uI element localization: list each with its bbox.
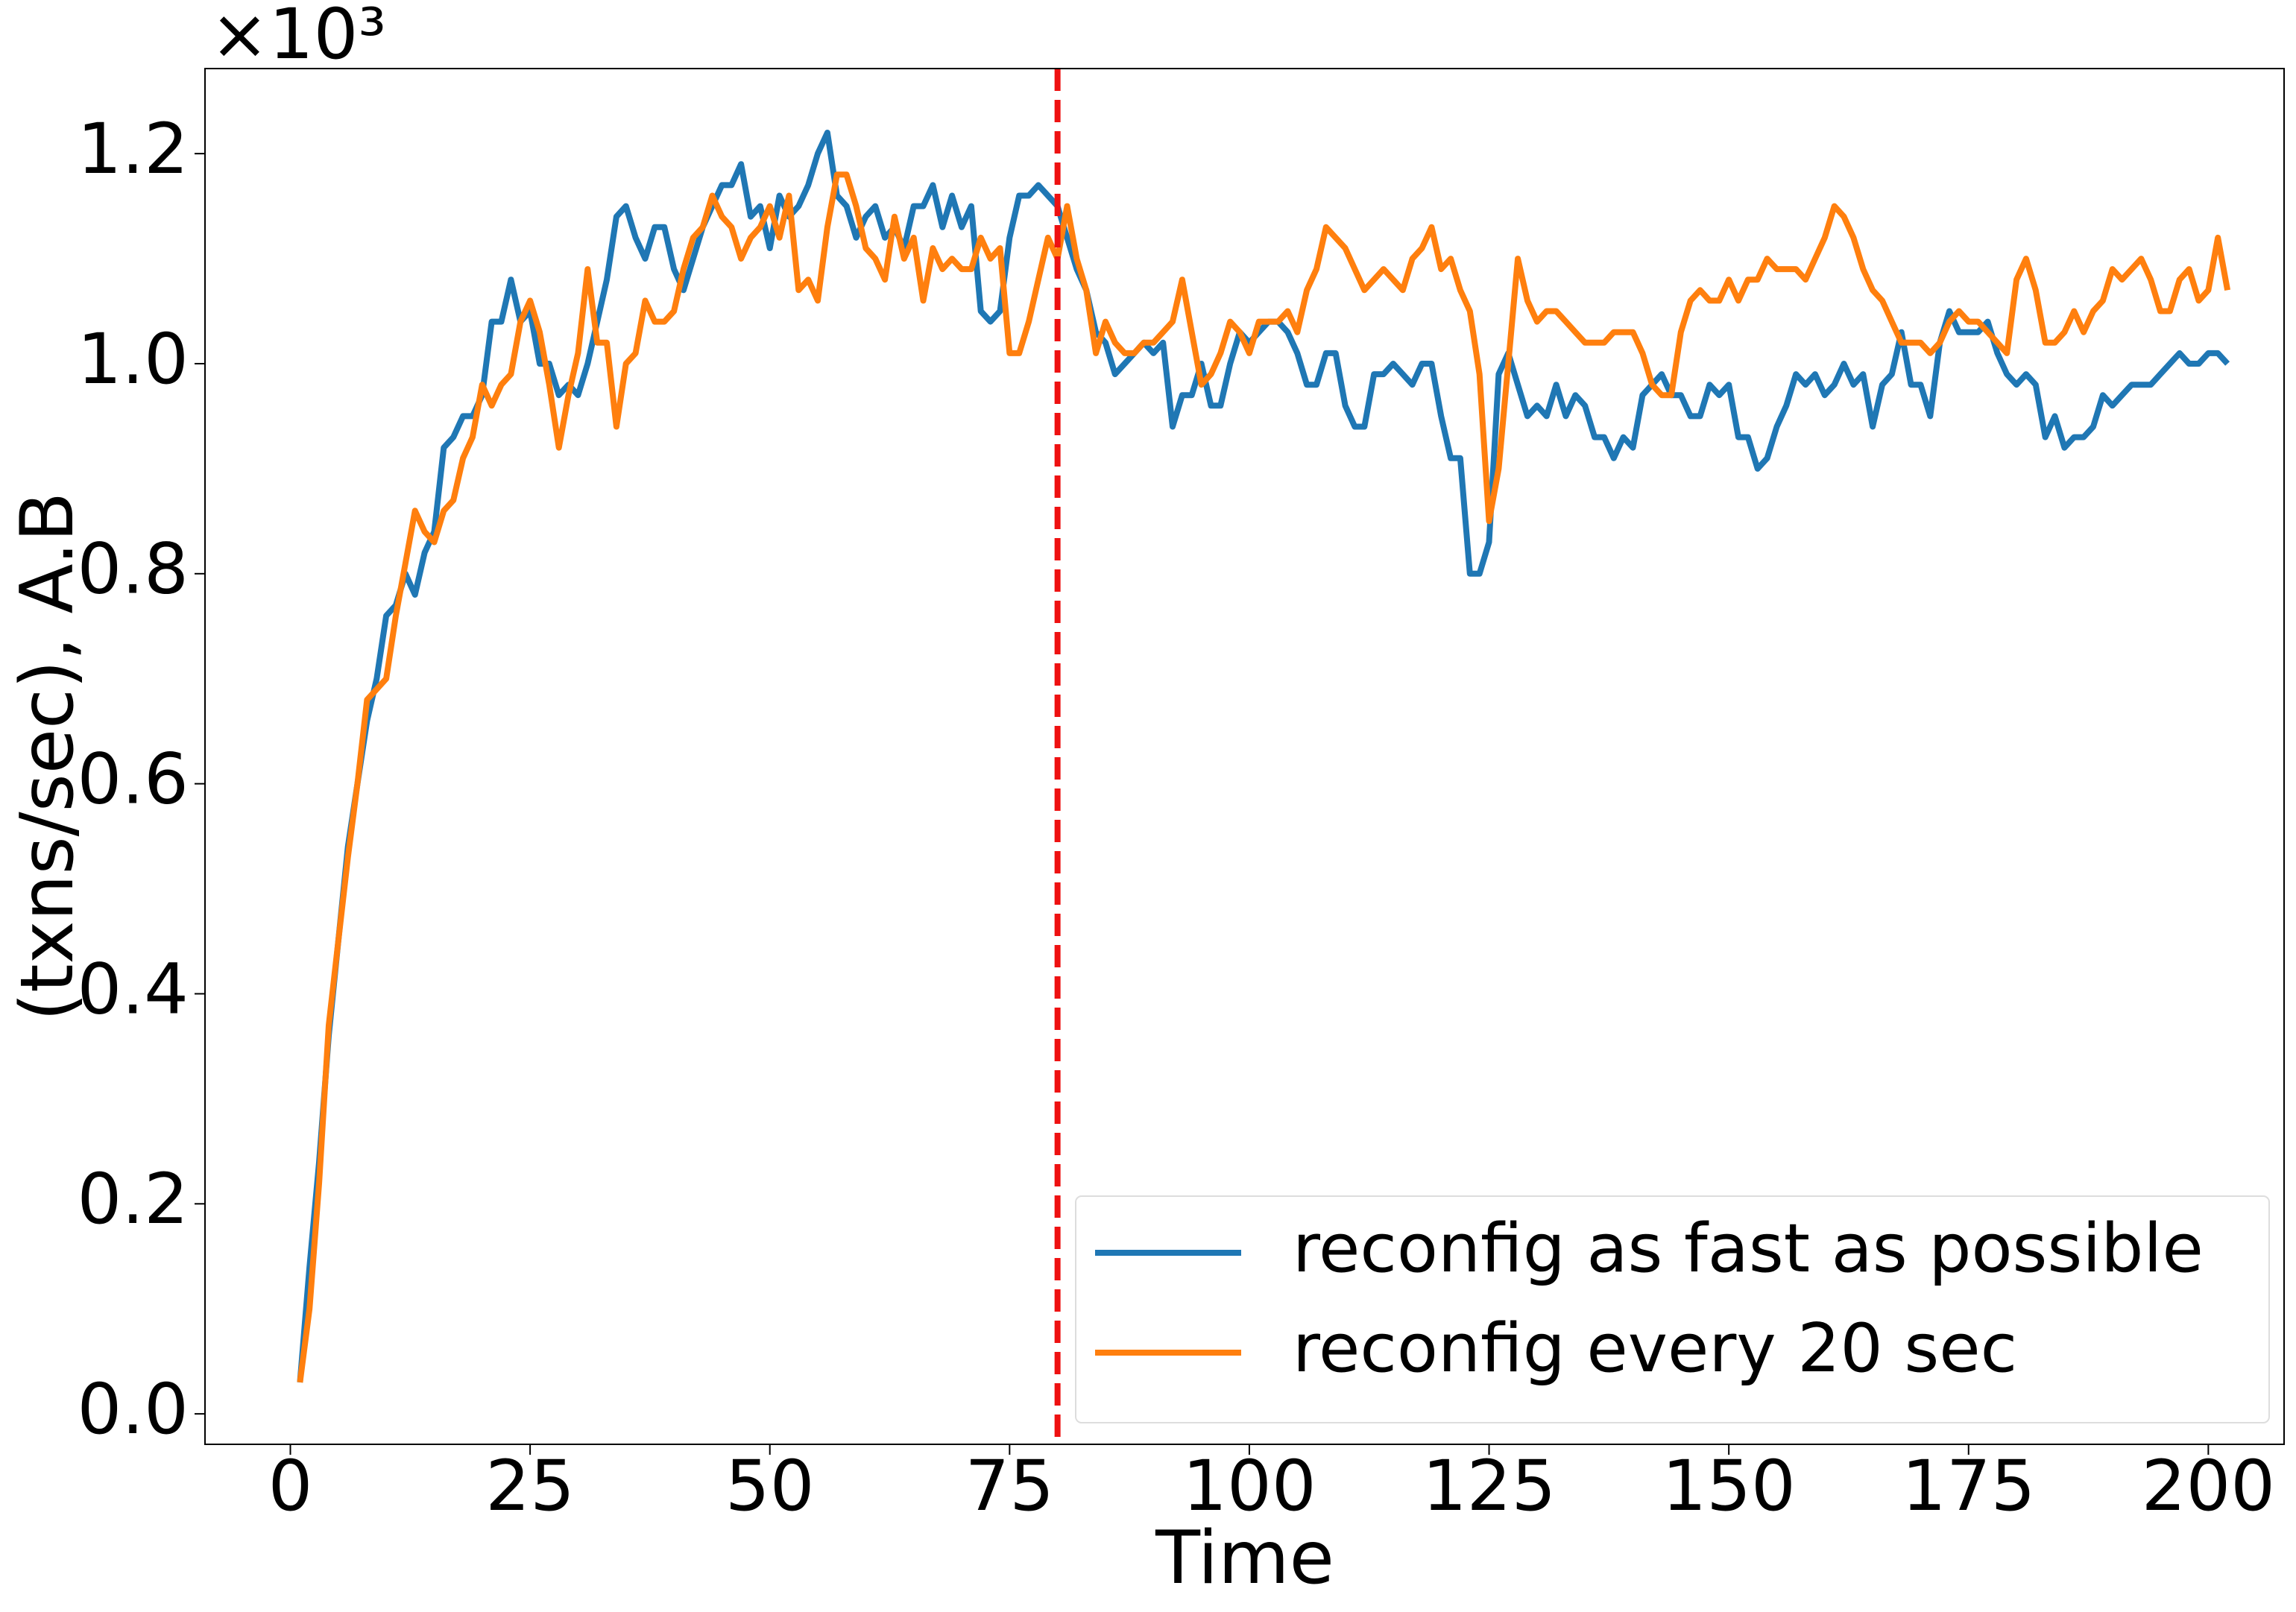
legend-label: reconfig every 20 sec (1293, 1309, 2017, 1388)
x-tick-label: 150 (1662, 1446, 1795, 1527)
legend: reconfig as fast as possible reconfig eve… (1075, 1195, 2270, 1423)
x-tick-label: 200 (2142, 1446, 2275, 1527)
y-axis-label: (txns/sec), A.B (5, 492, 90, 1021)
x-tick-label: 175 (1902, 1446, 2035, 1527)
y-tick-label: 0.6 (78, 739, 189, 821)
y-tick-label: 0.4 (78, 949, 189, 1030)
x-axis-label: Time (1155, 1516, 1334, 1601)
y-tick-label: 0.2 (78, 1159, 189, 1240)
y-tick-label: 0.8 (78, 529, 189, 610)
x-tick-label: 100 (1182, 1446, 1316, 1527)
series-line (297, 130, 2230, 1383)
x-tick-label: 50 (725, 1446, 815, 1527)
y-tick-label: 1.0 (78, 319, 189, 400)
x-tick-label: 0 (268, 1446, 313, 1527)
y-tick-label: 0.0 (78, 1369, 189, 1450)
x-tick-label: 25 (485, 1446, 575, 1527)
x-tick-label: 125 (1422, 1446, 1556, 1527)
plot-frame (204, 68, 2285, 1445)
x-tick-label: 75 (965, 1446, 1055, 1527)
legend-box (1075, 1195, 2270, 1423)
y-tick-label: 1.2 (78, 109, 189, 190)
series-line (297, 171, 2231, 1383)
y-offset-text: ×10³ (210, 0, 386, 75)
legend-label: reconfig as fast as possible (1293, 1210, 2204, 1288)
